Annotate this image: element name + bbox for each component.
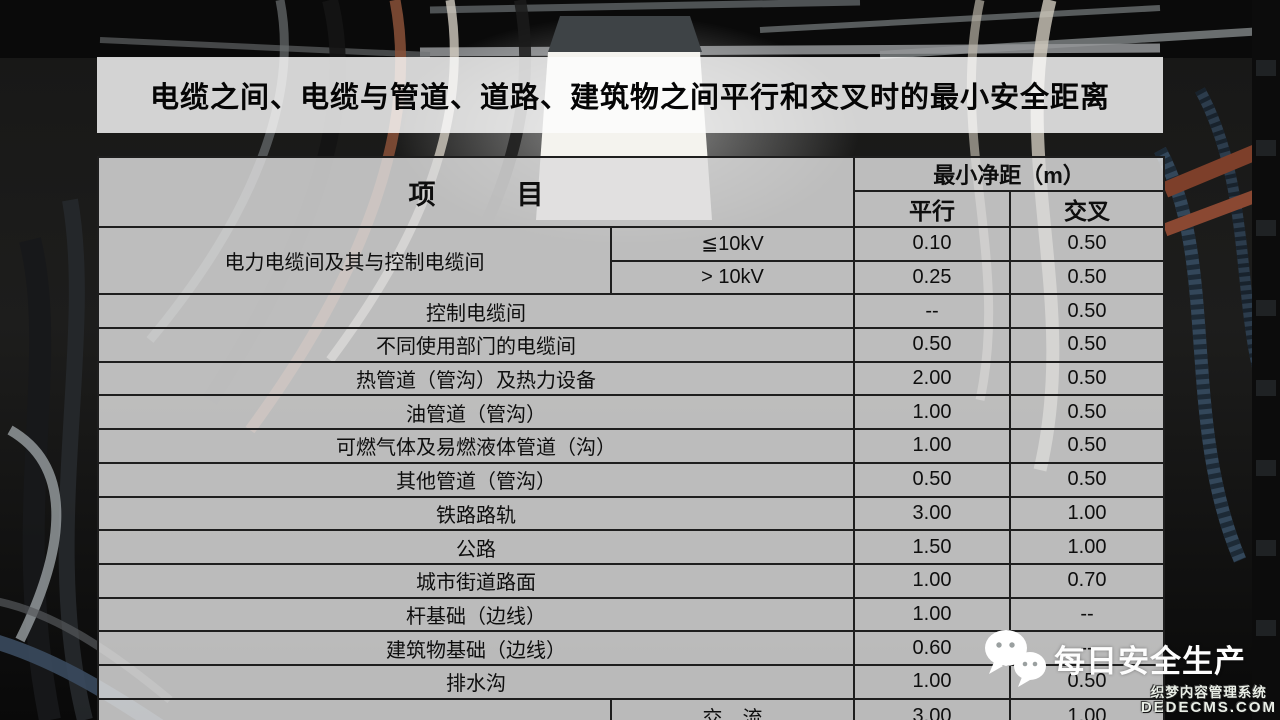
cell-item: 不同使用部门的电缆间 (97, 327, 855, 363)
cell-group: 电气化铁路路轨 (97, 697, 612, 720)
cell-item: 城市街道路面 (97, 562, 855, 599)
header-item: 项 目 (97, 156, 855, 228)
cell-parallel: 0.10 (853, 226, 1011, 262)
cell-parallel: 1.00 (853, 562, 1011, 599)
cell-item: 铁路路轨 (97, 495, 855, 532)
header-min-clearance: 最小净距（m） (853, 156, 1165, 192)
table-row: 公路 1.50 1.00 (97, 529, 1165, 565)
table-header-row-2: 平行 交叉 (98, 190, 1165, 228)
cell-cross: 1.00 (1009, 697, 1165, 720)
wechat-icon (985, 630, 1046, 687)
cell-cross: 0.50 (1009, 428, 1165, 464)
table-row: 其他管道（管沟） 0.50 0.50 (97, 461, 1165, 498)
cell-sub: ≦10kV (610, 226, 855, 262)
cell-sub: 交 流 (610, 697, 855, 720)
cell-item: 其他管道（管沟） (97, 461, 855, 498)
page-title: 电缆之间、电缆与管道、道路、建筑物之间平行和交叉时的最小安全距离 (149, 82, 1110, 114)
cell-cross: 0.50 (1009, 461, 1165, 498)
cell-parallel: 0.50 (853, 327, 1011, 363)
cell-cross: 0.50 (1009, 394, 1165, 431)
cell-cross: 0.50 (1009, 663, 1165, 700)
cell-parallel: 2.00 (853, 360, 1011, 397)
cms-watermark-line1: 织梦内容管理系统 (1150, 685, 1267, 701)
table-row: 电气化铁路路轨 交 流 3.00 1.00 (97, 697, 1165, 720)
header-cross: 交叉 (1009, 190, 1165, 228)
table-row: 油管道（管沟） 1.00 0.50 (97, 394, 1165, 431)
header-parallel: 平行 (853, 190, 1011, 228)
table-row: 排水沟 1.00 0.50 (97, 663, 1165, 700)
cell-item: 油管道（管沟） (97, 394, 855, 431)
cell-cross: 0.70 (1009, 562, 1165, 599)
cell-cross: -- (1009, 596, 1165, 633)
cell-sub: > 10kV (610, 259, 855, 296)
cell-cross: 1.00 (1009, 495, 1165, 532)
cms-watermark-line2: DEDECMS.COM (1140, 699, 1277, 717)
table-row: 电力电缆间及其与控制电缆间 ≦10kV 0.10 0.50 (97, 225, 1165, 296)
cell-item: 建筑物基础（边线） (97, 630, 855, 666)
table-row: 建筑物基础（边线） 0.60 -- (97, 630, 1165, 666)
cell-item: 公路 (97, 529, 855, 565)
cell-parallel: 1.00 (853, 428, 1011, 464)
table-header-row-1: 项 目 最小净距（m） (97, 156, 1165, 228)
cell-item: 可燃气体及易燃液体管道（沟） (97, 428, 855, 464)
cell-parallel: 0.60 (853, 630, 1011, 666)
cell-parallel: 1.00 (853, 596, 1011, 633)
cell-parallel: 1.50 (853, 529, 1011, 565)
title-banner: 电缆之间、电缆与管道、道路、建筑物之间平行和交叉时的最小安全距离 (97, 57, 1163, 133)
table-row: 可燃气体及易燃液体管道（沟） 1.00 0.50 (97, 428, 1165, 464)
cell-cross: 0.50 (1009, 293, 1165, 330)
cell-parallel: -- (853, 293, 1011, 330)
cell-cross: 0.50 (1009, 259, 1165, 296)
cell-cross: 1.00 (1009, 529, 1165, 565)
cell-parallel: 1.00 (853, 394, 1011, 431)
table-row: 不同使用部门的电缆间 0.50 0.50 (97, 327, 1165, 363)
cell-item: 杆基础（边线） (97, 596, 855, 633)
brand-watermark-text: 每日安全生产 (1054, 643, 1246, 679)
table-row: 控制电缆间 -- 0.50 (97, 293, 1165, 330)
brand-watermark: 每日安全生产 (982, 626, 1246, 690)
table-row: > 10kV 0.25 0.50 (98, 259, 1165, 296)
cell-parallel: 3.00 (853, 697, 1011, 720)
cell-cross: 0.50 (1009, 360, 1165, 397)
clearance-table-wrap: 项 目 最小净距（m） 平行 交叉 电力电缆间及其与控制电缆间 ≦10kV 0.… (97, 156, 1165, 720)
clearance-table: 项 目 最小净距（m） 平行 交叉 电力电缆间及其与控制电缆间 ≦10kV 0.… (97, 156, 1165, 720)
table-row: 铁路路轨 3.00 1.00 (97, 495, 1165, 532)
table-row: 热管道（管沟）及热力设备 2.00 0.50 (97, 360, 1165, 397)
cms-watermark: 织梦内容管理系统 DEDECMS.COM (1140, 685, 1277, 717)
cell-parallel: 1.00 (853, 663, 1011, 700)
cell-item: 控制电缆间 (97, 293, 855, 330)
cell-parallel: 0.50 (853, 461, 1011, 498)
table-row: 杆基础（边线） 1.00 -- (97, 596, 1165, 633)
cell-parallel: 0.25 (853, 259, 1011, 296)
table-row: 城市街道路面 1.00 0.70 (97, 562, 1165, 599)
cell-item: 排水沟 (97, 663, 855, 700)
cell-cross: 0.50 (1009, 226, 1165, 262)
cell-item: 热管道（管沟）及热力设备 (97, 360, 855, 397)
cell-cross: 0.50 (1009, 327, 1165, 363)
cell-group: 电力电缆间及其与控制电缆间 (97, 225, 612, 296)
cell-cross: -- (1009, 630, 1165, 666)
cell-parallel: 3.00 (853, 495, 1011, 532)
